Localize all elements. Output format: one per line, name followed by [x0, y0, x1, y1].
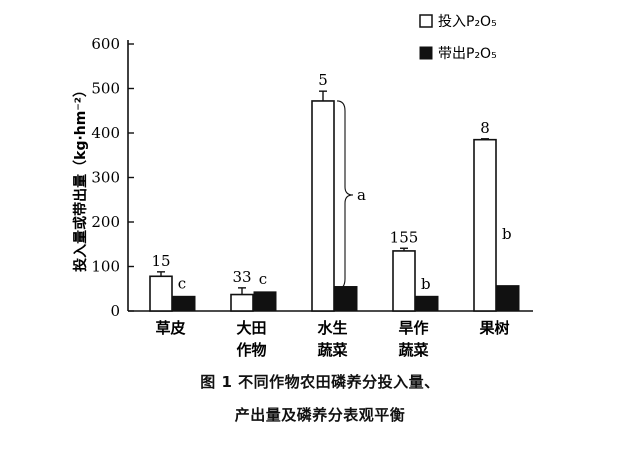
- bar-output-p2o5: [496, 285, 520, 312]
- sample-count-label: 33: [232, 268, 251, 286]
- legend-label-input: 投入P₂O₅: [438, 14, 497, 30]
- significance-letter: a: [357, 186, 366, 204]
- bar-input-p2o5: [392, 250, 416, 312]
- sample-count-label: 155: [390, 228, 419, 246]
- x-tick-label: 水生: [317, 319, 347, 337]
- significance-letter: b: [502, 225, 512, 243]
- bar-input-p2o5: [149, 275, 173, 312]
- x-tick-label: 作物: [236, 341, 266, 359]
- x-tick-label: 蔬菜: [317, 341, 347, 359]
- figure-caption-line-2: 产出量及磷养分表观平衡: [234, 406, 406, 424]
- x-tick-label: 果树: [478, 319, 509, 337]
- legend-label-output: 带出P₂O₅: [438, 46, 497, 62]
- legend-swatch-output: [419, 46, 433, 60]
- sample-count-label: 8: [480, 119, 490, 137]
- y-tick-label: 600: [91, 35, 120, 53]
- y-tick-label: 500: [91, 80, 120, 98]
- bar-output-p2o5: [334, 286, 358, 312]
- y-tick-label: 0: [110, 302, 120, 320]
- x-tick-label: 大田: [236, 319, 266, 337]
- figure-caption-line-1: 图 1 不同作物农田磷养分投入量、: [200, 373, 440, 391]
- significance-letter: b: [421, 275, 431, 293]
- bar-output-p2o5: [415, 295, 439, 312]
- sample-count-label: 15: [151, 252, 170, 270]
- y-tick-label: 100: [91, 258, 120, 276]
- bar-output-p2o5: [253, 291, 277, 312]
- y-tick-label: 400: [91, 124, 120, 142]
- y-tick-label: 300: [91, 169, 120, 187]
- significance-letter: c: [178, 274, 186, 292]
- sample-count-label: 5: [318, 71, 328, 89]
- bar-input-p2o5: [473, 138, 497, 312]
- significance-brace: [336, 100, 354, 290]
- bar-input-p2o5: [230, 293, 254, 312]
- bar-input-p2o5: [311, 100, 335, 312]
- x-tick-label: 蔬菜: [398, 341, 428, 359]
- y-axis-title: 投入量或带出量（kg·hm⁻²）: [72, 83, 89, 272]
- bar-chart: 0 100 200 300 400 500 600 投入量或带出量（kg·hm⁻²） 15 草皮 c…: [72, 14, 533, 359]
- legend-swatch-input: [419, 14, 433, 28]
- x-tick-label: 草皮: [155, 319, 185, 337]
- significance-letter: c: [259, 270, 267, 288]
- y-tick-label: 200: [91, 213, 120, 231]
- bar-output-p2o5: [172, 295, 196, 312]
- x-tick-label: 旱作: [398, 319, 428, 337]
